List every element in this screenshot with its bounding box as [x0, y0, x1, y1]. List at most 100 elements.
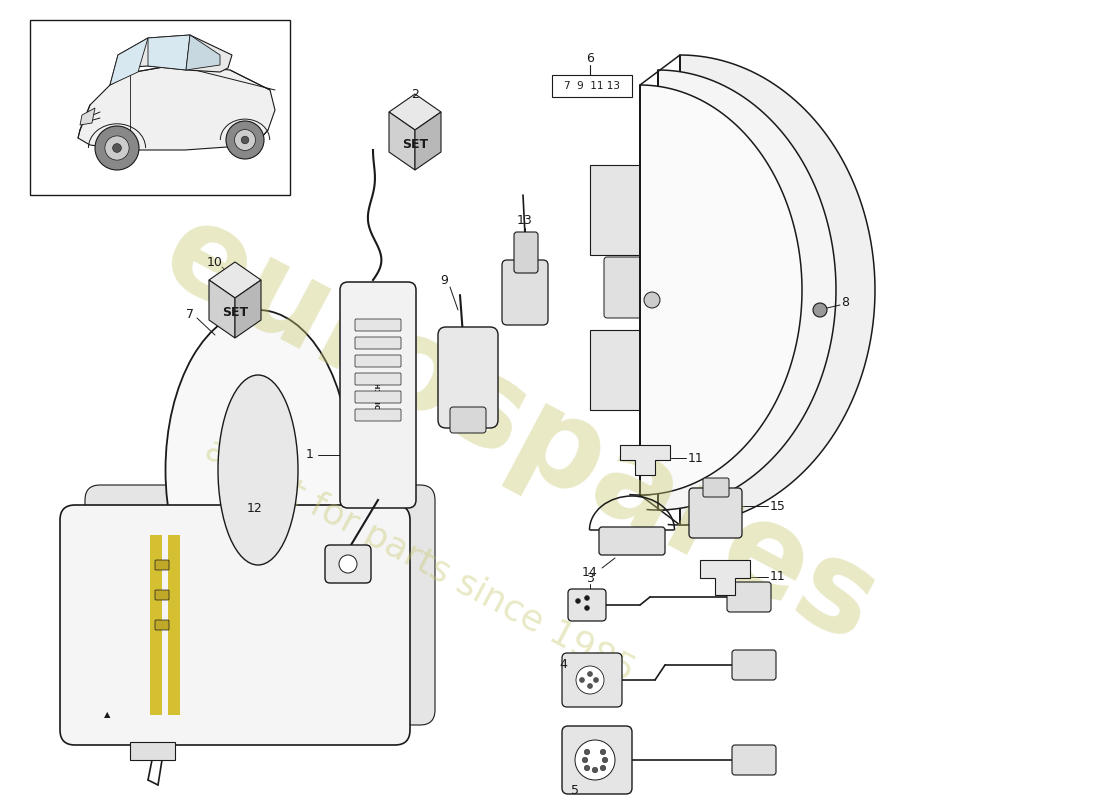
Polygon shape	[78, 65, 275, 150]
Circle shape	[587, 683, 593, 689]
Text: 2: 2	[411, 89, 419, 102]
FancyBboxPatch shape	[438, 327, 498, 428]
Polygon shape	[389, 112, 415, 170]
Bar	[590, 165, 660, 255]
Text: PORSCHE: PORSCHE	[375, 377, 381, 414]
FancyBboxPatch shape	[562, 726, 632, 794]
FancyBboxPatch shape	[727, 582, 771, 612]
Circle shape	[582, 757, 587, 763]
FancyBboxPatch shape	[514, 232, 538, 273]
Text: ▲: ▲	[103, 710, 110, 719]
Text: 11: 11	[688, 451, 704, 465]
FancyBboxPatch shape	[689, 488, 743, 538]
Polygon shape	[110, 38, 148, 85]
Circle shape	[234, 130, 255, 150]
Text: SET: SET	[402, 138, 428, 151]
Text: 7: 7	[186, 309, 194, 322]
Circle shape	[339, 555, 358, 573]
Ellipse shape	[218, 375, 298, 565]
Text: 9: 9	[440, 274, 448, 286]
Text: 1: 1	[306, 449, 313, 462]
Polygon shape	[640, 85, 802, 495]
Circle shape	[584, 765, 590, 771]
Text: a part for parts since 1985: a part for parts since 1985	[199, 432, 640, 688]
Text: 6: 6	[586, 51, 594, 65]
Polygon shape	[700, 560, 750, 595]
Circle shape	[584, 595, 590, 601]
Circle shape	[575, 740, 615, 780]
Polygon shape	[209, 280, 235, 338]
Polygon shape	[680, 55, 874, 525]
Text: 13: 13	[517, 214, 532, 226]
Text: 15: 15	[770, 499, 785, 513]
Text: 10: 10	[207, 255, 223, 269]
Circle shape	[602, 757, 608, 763]
Bar	[30, 20, 290, 195]
Circle shape	[601, 749, 606, 755]
Circle shape	[813, 303, 827, 317]
Polygon shape	[389, 94, 441, 130]
Text: 14: 14	[582, 566, 598, 578]
Text: 4: 4	[559, 658, 566, 671]
Polygon shape	[186, 35, 220, 70]
Polygon shape	[110, 35, 232, 85]
Polygon shape	[658, 70, 836, 510]
FancyBboxPatch shape	[355, 373, 402, 385]
Text: eurospares: eurospares	[143, 191, 898, 669]
FancyBboxPatch shape	[732, 650, 775, 680]
Circle shape	[584, 606, 590, 610]
FancyBboxPatch shape	[155, 590, 169, 600]
Circle shape	[95, 126, 139, 170]
FancyBboxPatch shape	[355, 355, 402, 367]
Circle shape	[104, 136, 129, 160]
Bar	[590, 772, 602, 780]
Circle shape	[580, 678, 584, 682]
FancyBboxPatch shape	[703, 478, 729, 497]
FancyBboxPatch shape	[85, 485, 434, 725]
FancyBboxPatch shape	[450, 407, 486, 433]
FancyBboxPatch shape	[355, 391, 402, 403]
Ellipse shape	[165, 310, 351, 630]
Text: SET: SET	[222, 306, 249, 319]
Text: 12: 12	[248, 502, 263, 514]
FancyBboxPatch shape	[604, 257, 654, 318]
Text: 8: 8	[842, 297, 849, 310]
FancyBboxPatch shape	[355, 337, 402, 349]
FancyBboxPatch shape	[562, 653, 622, 707]
FancyBboxPatch shape	[324, 545, 371, 583]
FancyBboxPatch shape	[732, 745, 775, 775]
FancyBboxPatch shape	[155, 560, 169, 570]
FancyBboxPatch shape	[355, 319, 402, 331]
Polygon shape	[130, 742, 175, 760]
Circle shape	[587, 671, 593, 677]
FancyBboxPatch shape	[568, 589, 606, 621]
FancyBboxPatch shape	[355, 409, 402, 421]
Circle shape	[226, 121, 264, 159]
Circle shape	[584, 749, 590, 755]
FancyBboxPatch shape	[155, 620, 169, 630]
Polygon shape	[80, 108, 95, 125]
Text: 5: 5	[571, 783, 579, 797]
Circle shape	[112, 144, 121, 152]
FancyBboxPatch shape	[340, 282, 416, 508]
Bar	[590, 330, 660, 410]
Circle shape	[644, 292, 660, 308]
FancyBboxPatch shape	[60, 505, 410, 745]
Circle shape	[575, 598, 581, 603]
Text: 3: 3	[586, 571, 594, 585]
Text: 11: 11	[770, 570, 785, 583]
Bar	[85, 700, 130, 730]
Polygon shape	[168, 535, 180, 715]
Polygon shape	[148, 35, 190, 70]
Polygon shape	[235, 280, 261, 338]
FancyBboxPatch shape	[502, 260, 548, 325]
Bar	[552, 75, 632, 97]
Polygon shape	[620, 445, 670, 475]
Circle shape	[601, 765, 606, 771]
FancyBboxPatch shape	[600, 527, 666, 555]
Circle shape	[576, 666, 604, 694]
Text: 7  9  11 13: 7 9 11 13	[564, 81, 620, 91]
Polygon shape	[209, 262, 261, 298]
Circle shape	[592, 767, 597, 773]
Circle shape	[241, 136, 249, 144]
